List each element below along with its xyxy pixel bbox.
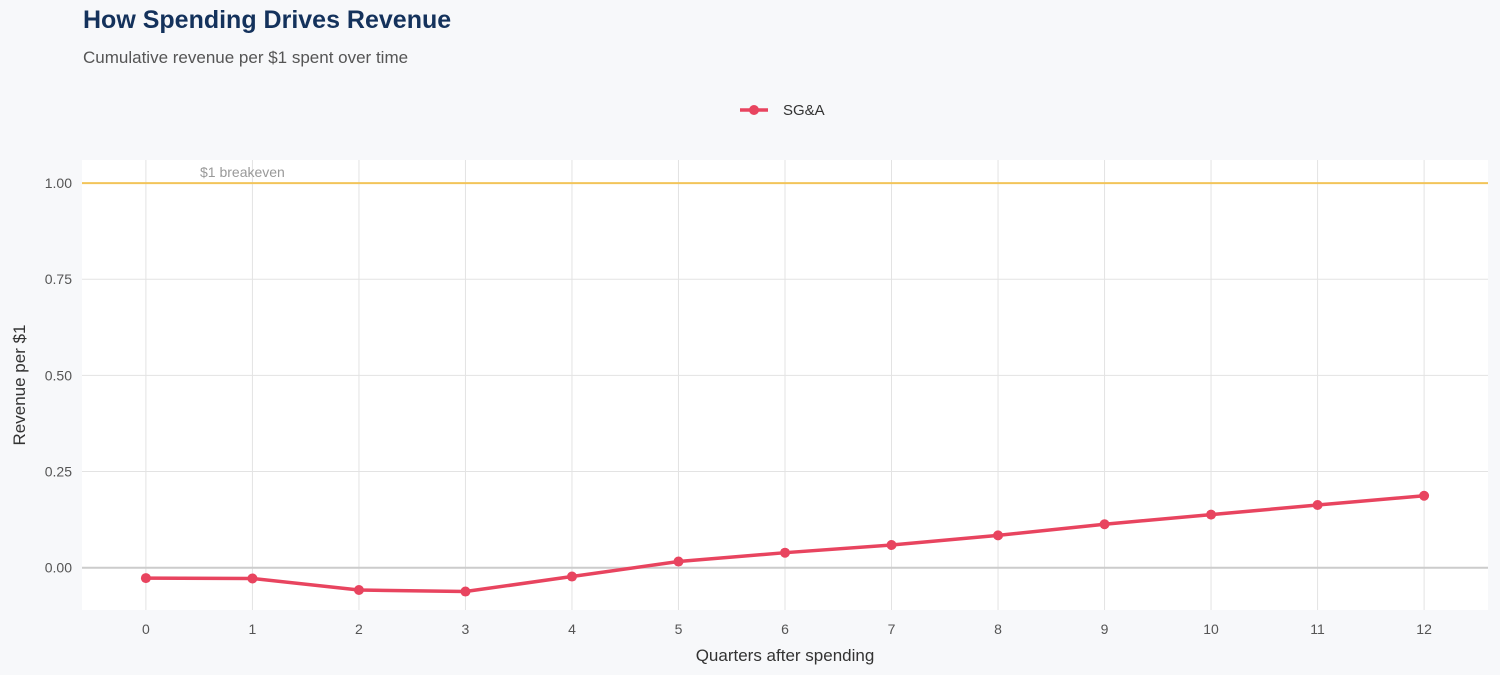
x-tick-label: 4 xyxy=(568,621,576,637)
x-tick-label: 5 xyxy=(675,621,683,637)
x-tick-label: 10 xyxy=(1203,621,1219,637)
data-point xyxy=(460,586,471,597)
x-tick-label: 7 xyxy=(888,621,896,637)
data-point xyxy=(1099,519,1110,530)
y-tick-label: 0.75 xyxy=(45,271,72,287)
x-tick-label: 2 xyxy=(355,621,363,637)
x-tick-label: 8 xyxy=(994,621,1002,637)
y-tick-label: 0.00 xyxy=(45,560,72,576)
data-point xyxy=(1312,500,1323,510)
data-point xyxy=(673,556,684,567)
chart-title: How Spending Drives Revenue xyxy=(83,6,452,34)
x-tick-label: 0 xyxy=(142,621,150,637)
data-point xyxy=(1206,509,1217,520)
x-tick-label: 3 xyxy=(462,621,470,637)
y-axis-label: Revenue per $1 xyxy=(10,325,29,446)
x-tick-label: 11 xyxy=(1310,621,1325,637)
data-point xyxy=(566,571,577,582)
x-tick-label: 6 xyxy=(781,621,789,637)
data-point xyxy=(1419,490,1430,501)
data-point xyxy=(886,540,897,550)
data-point xyxy=(993,530,1004,541)
data-point xyxy=(247,573,258,584)
legend-label-sga: SG&A xyxy=(783,102,825,119)
x-tick-label: 9 xyxy=(1101,621,1109,637)
legend-marker-sga xyxy=(749,105,759,115)
x-tick-label: 1 xyxy=(249,621,257,637)
legend: SG&A xyxy=(740,102,825,119)
chart-subtitle: Cumulative revenue per $1 spent over tim… xyxy=(83,48,409,67)
x-tick-label: 12 xyxy=(1416,621,1432,637)
y-tick-label: 0.25 xyxy=(45,464,72,480)
y-tick-label: 1.00 xyxy=(45,175,72,191)
data-point xyxy=(353,585,364,595)
x-axis-label: Quarters after spending xyxy=(696,646,875,665)
data-point xyxy=(780,547,790,558)
data-point xyxy=(140,573,151,584)
breakeven-label: $1 breakeven xyxy=(200,164,285,180)
y-tick-label: 0.50 xyxy=(45,367,72,383)
